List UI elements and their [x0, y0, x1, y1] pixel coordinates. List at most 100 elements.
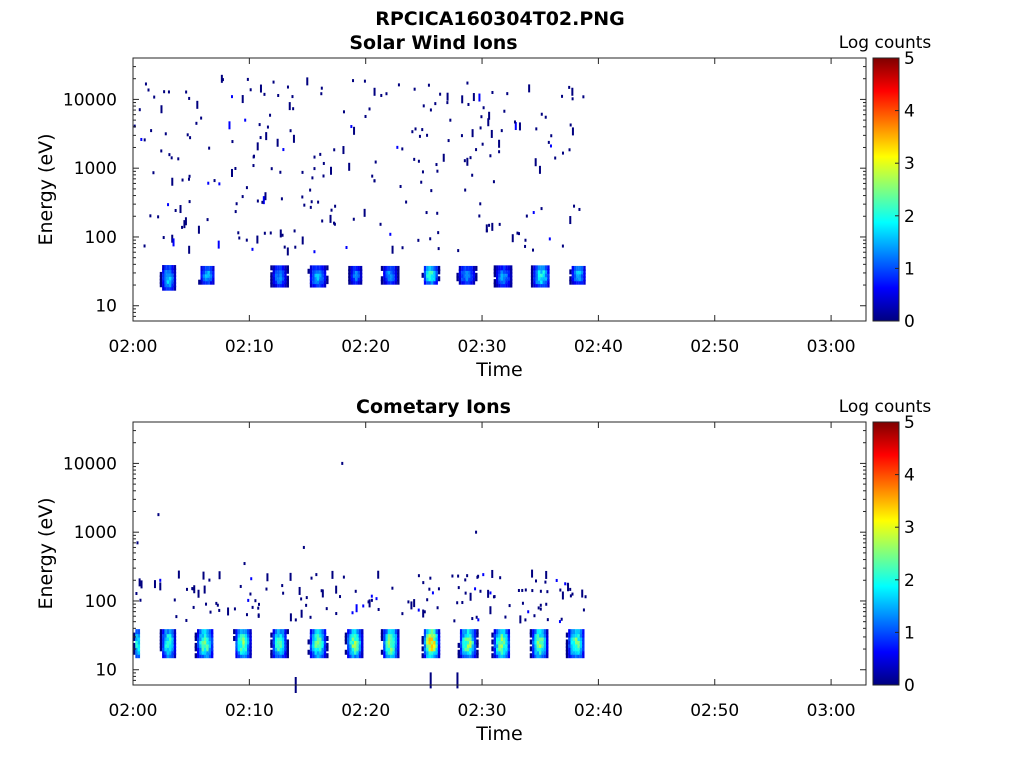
count-point	[560, 617, 563, 621]
x-tick-label: 02:00	[109, 337, 158, 357]
count-cell	[426, 653, 429, 659]
count-cell	[194, 646, 198, 652]
count-cell	[212, 272, 215, 278]
count-cell	[281, 275, 285, 281]
count-point	[153, 95, 156, 99]
count-cell	[208, 639, 212, 645]
count-cell	[249, 642, 252, 648]
count-cell	[390, 653, 393, 659]
count-cell	[529, 653, 533, 659]
count-point	[373, 87, 376, 96]
count-cell	[321, 632, 324, 638]
count-point	[241, 95, 244, 104]
count-cell	[274, 272, 278, 278]
count-cell	[390, 279, 393, 285]
count-cell	[565, 653, 569, 659]
count-cell	[171, 285, 174, 291]
count-cell	[491, 653, 494, 659]
count-cell	[390, 639, 393, 645]
count-point	[558, 620, 561, 624]
count-cell	[580, 269, 584, 275]
count-cell	[541, 653, 544, 659]
count-cell	[430, 649, 434, 655]
count-cell	[498, 636, 501, 642]
count-point	[531, 569, 534, 578]
count-cell	[210, 632, 214, 638]
count-cell	[212, 276, 215, 282]
count-point	[561, 591, 564, 600]
count-cell	[458, 269, 462, 275]
count-point	[498, 139, 501, 148]
count-cell	[539, 649, 542, 655]
count-cell	[321, 268, 324, 274]
count-point	[177, 157, 180, 161]
count-cell	[312, 653, 315, 659]
count-point	[152, 171, 155, 175]
count-cell	[502, 639, 506, 645]
count-cell	[426, 629, 429, 635]
count-point	[417, 608, 420, 612]
count-cell	[507, 639, 511, 645]
count-point	[417, 159, 420, 163]
x-axis-label: Time	[475, 723, 523, 745]
count-cell	[356, 639, 359, 645]
count-point	[420, 180, 423, 184]
count-cell	[578, 279, 582, 285]
count-cell	[242, 636, 245, 642]
count-cell	[461, 265, 464, 271]
count-point	[380, 93, 383, 97]
count-cell	[571, 265, 575, 271]
x-tick-label: 03:00	[807, 337, 856, 357]
count-cell	[426, 269, 429, 275]
count-point	[363, 208, 366, 217]
count-cell	[235, 629, 238, 635]
count-cell	[307, 268, 310, 274]
count-cell	[493, 279, 497, 285]
count-cell	[354, 636, 357, 642]
count-cell	[423, 649, 427, 655]
count-block	[194, 629, 214, 659]
count-point	[547, 140, 550, 144]
count-cell	[569, 279, 572, 285]
count-point	[534, 158, 537, 167]
count-point	[230, 95, 233, 99]
count-cell	[426, 632, 429, 638]
count-cell	[309, 265, 313, 271]
count-cell	[244, 642, 248, 648]
count-point	[524, 238, 527, 242]
count-point	[149, 214, 152, 218]
count-point	[150, 129, 153, 133]
count-cell	[385, 279, 388, 285]
count-point	[239, 584, 242, 588]
count-point	[466, 81, 469, 85]
count-point	[351, 611, 354, 615]
count-cell	[570, 632, 573, 638]
count-cell	[433, 636, 436, 642]
count-cell	[200, 276, 203, 282]
count-cell	[348, 272, 351, 278]
count-cell	[459, 632, 463, 638]
count-point	[539, 607, 542, 611]
count-cell	[354, 646, 357, 652]
count-cell	[472, 272, 476, 278]
count-cell	[469, 629, 472, 635]
count-cell	[573, 272, 577, 278]
count-cell	[352, 269, 356, 275]
count-cell	[462, 636, 465, 642]
count-cell	[164, 636, 167, 642]
count-point	[521, 588, 524, 592]
colorbar-gradient	[872, 421, 900, 686]
count-cell	[461, 272, 464, 278]
count-cell	[464, 639, 467, 645]
count-point	[266, 573, 269, 582]
count-cell	[201, 642, 205, 648]
count-point	[303, 203, 306, 207]
count-cell	[473, 646, 477, 652]
count-point	[333, 148, 336, 152]
count-point	[213, 179, 216, 183]
count-cell	[544, 282, 548, 288]
count-cell	[464, 636, 467, 642]
count-cell	[498, 642, 501, 648]
count-cell	[281, 268, 285, 274]
count-point	[196, 100, 199, 109]
